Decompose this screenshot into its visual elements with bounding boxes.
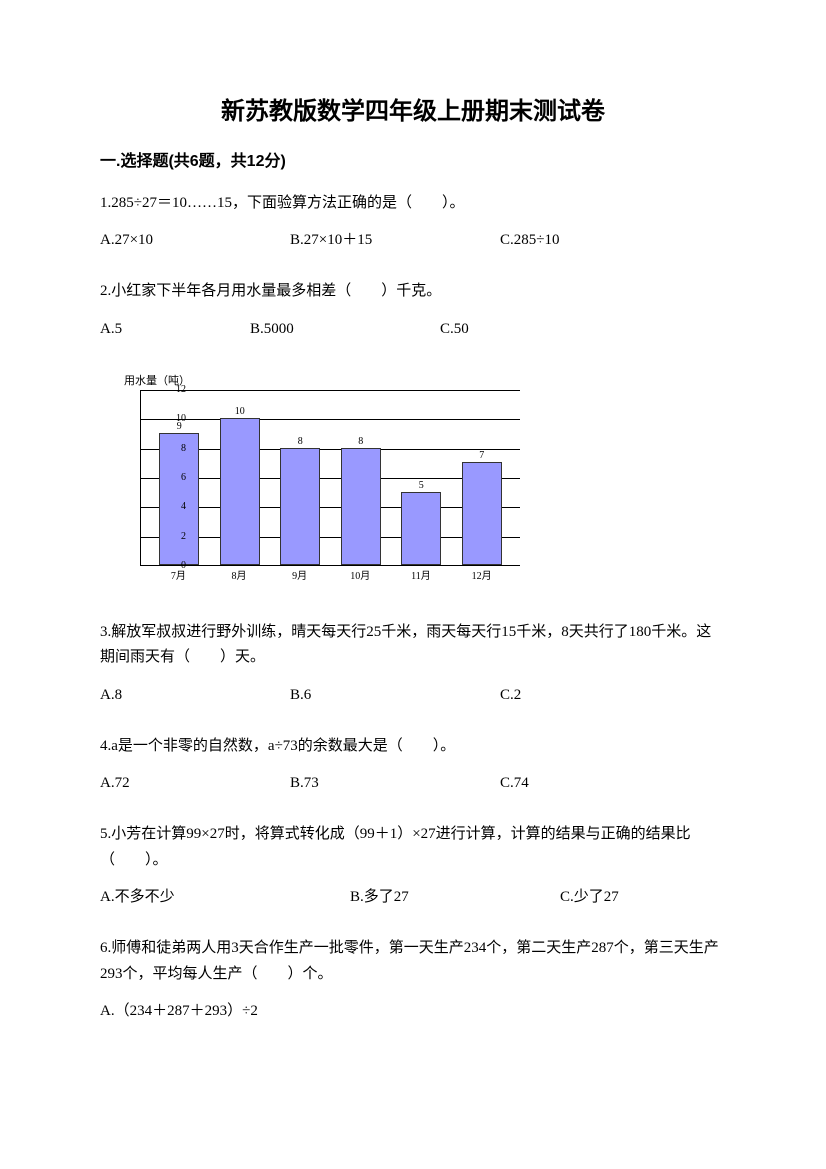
chart-x-label: 7月	[158, 570, 198, 584]
q5-option-a[interactable]: A.不多不少	[100, 887, 350, 908]
q5-options: A.不多不少 B.多了27 C.少了27	[100, 887, 726, 908]
chart-y-tick: 2	[150, 530, 186, 544]
chart-bar-slot: 7	[462, 390, 502, 565]
q6-option-a[interactable]: A.（234＋287＋293）÷2	[100, 1001, 726, 1022]
q2-option-a[interactable]: A.5	[100, 319, 250, 340]
q3-option-a[interactable]: A.8	[100, 685, 290, 706]
chart-plot-area: 9108857	[140, 390, 520, 566]
chart-bar-slot: 8	[280, 390, 320, 565]
chart-x-label: 8月	[219, 570, 259, 584]
q1-option-c[interactable]: C.285÷10	[500, 230, 726, 251]
q3-option-b[interactable]: B.6	[290, 685, 500, 706]
water-usage-chart: 用水量（吨） 9108857 024681012 7月8月9月10月11月12月	[100, 374, 726, 594]
q1-option-a[interactable]: A.27×10	[100, 230, 290, 251]
chart-y-tick: 10	[150, 412, 186, 426]
q4-option-b[interactable]: B.73	[290, 773, 500, 794]
q2-text: 2.小红家下半年各月用水量最多相差（ ）千克。	[100, 279, 726, 305]
chart-y-tick: 12	[150, 383, 186, 397]
chart-bar-value-label: 5	[401, 479, 441, 493]
chart-bar	[280, 448, 320, 565]
section-1-header: 一.选择题(共6题，共12分)	[100, 151, 726, 173]
q2-option-c[interactable]: C.50	[440, 319, 726, 340]
chart-x-label: 12月	[462, 570, 502, 584]
chart-bar-value-label: 7	[462, 449, 502, 463]
q2-option-b[interactable]: B.5000	[250, 319, 440, 340]
q5-text: 5.小芳在计算99×27时，将算式转化成（99＋1）×27进行计算，计算的结果与…	[100, 822, 726, 873]
chart-x-label: 11月	[401, 570, 441, 584]
q1-text: 1.285÷27＝10……15，下面验算方法正确的是（ ）。	[100, 191, 726, 217]
chart-bar-value-label: 8	[280, 435, 320, 449]
chart-bar-value-label: 8	[341, 435, 381, 449]
q2-options: A.5 B.5000 C.50	[100, 319, 726, 340]
q1-option-b[interactable]: B.27×10＋15	[290, 230, 500, 251]
chart-bar-value-label: 10	[220, 405, 260, 419]
q3-options: A.8 B.6 C.2	[100, 685, 726, 706]
q4-option-a[interactable]: A.72	[100, 773, 290, 794]
q5-option-c[interactable]: C.少了27	[560, 887, 726, 908]
q4-options: A.72 B.73 C.74	[100, 773, 726, 794]
chart-x-label: 9月	[280, 570, 320, 584]
chart-y-tick: 4	[150, 500, 186, 514]
q3-text: 3.解放军叔叔进行野外训练，晴天每天行25千米，雨天每天行15千米，8天共行了1…	[100, 620, 726, 671]
q4-option-c[interactable]: C.74	[500, 773, 726, 794]
chart-bar	[462, 462, 502, 565]
chart-bar-slot: 10	[220, 390, 260, 565]
q5-option-b[interactable]: B.多了27	[350, 887, 560, 908]
chart-bar-slot: 8	[341, 390, 381, 565]
chart-y-tick: 6	[150, 471, 186, 485]
q3-option-c[interactable]: C.2	[500, 685, 726, 706]
chart-bar	[401, 492, 441, 565]
q6-text: 6.师傅和徒弟两人用3天合作生产一批零件，第一天生产234个，第二天生产287个…	[100, 936, 726, 987]
page-title: 新苏教版数学四年级上册期末测试卷	[100, 95, 726, 129]
chart-bar	[220, 418, 260, 565]
q4-text: 4.a是一个非零的自然数，a÷73的余数最大是（ ）。	[100, 734, 726, 760]
chart-bar	[341, 448, 381, 565]
q1-options: A.27×10 B.27×10＋15 C.285÷10	[100, 230, 726, 251]
chart-y-tick: 8	[150, 442, 186, 456]
chart-x-label: 10月	[340, 570, 380, 584]
chart-bar-slot: 5	[401, 390, 441, 565]
